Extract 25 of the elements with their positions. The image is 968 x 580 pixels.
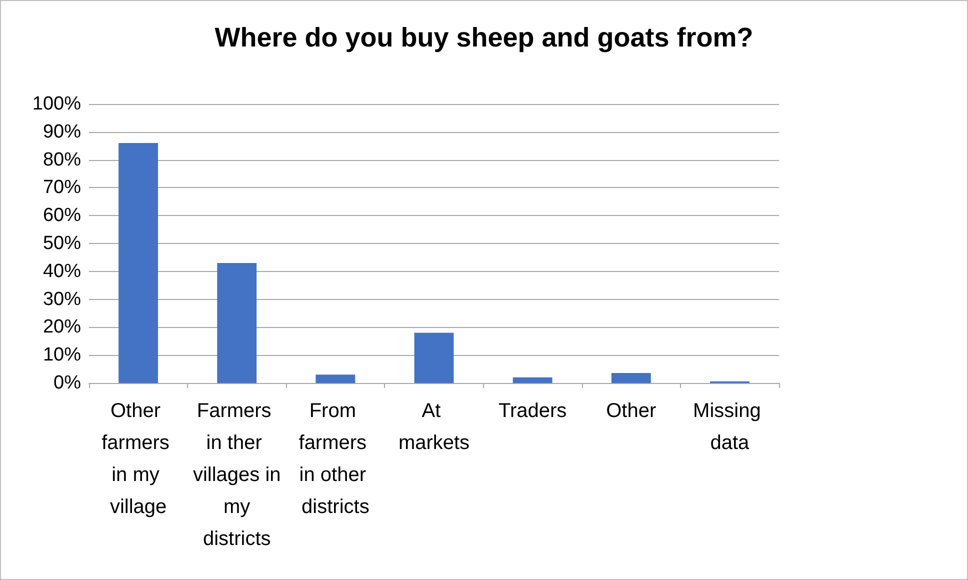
y-tick-label: 0%: [54, 372, 82, 394]
y-tick-label: 90%: [42, 121, 82, 142]
y-tick-label: 80%: [42, 149, 82, 170]
y-tick-label: 100%: [32, 94, 82, 114]
chart-title: Where do you buy sheep and goats from?: [214, 22, 754, 52]
bar: [414, 332, 454, 383]
y-tick-label: 30%: [42, 288, 82, 310]
x-tick-label: Missing data: [693, 400, 766, 454]
y-tick-label: 60%: [42, 205, 82, 226]
x-tick-label: Other: [606, 400, 656, 422]
bar: [316, 374, 356, 383]
bar: [217, 263, 257, 383]
x-tick-label: Traders: [498, 400, 567, 422]
x-tick-label: At markets: [398, 400, 470, 454]
bar: [512, 377, 552, 383]
y-tick-label: 40%: [42, 260, 82, 282]
bar: [611, 372, 651, 383]
y-tick-label: 50%: [42, 233, 82, 254]
x-tick-label: Farmers in ther villages in my districts: [192, 400, 281, 550]
y-tick-label: 10%: [42, 344, 82, 366]
x-tick-label: Other farmers in my village: [102, 400, 175, 518]
bar: [118, 143, 158, 383]
x-tick-label: From farmers in other districts: [298, 400, 372, 518]
y-tick-label: 70%: [42, 177, 82, 198]
y-tick-label: 20%: [42, 316, 82, 338]
